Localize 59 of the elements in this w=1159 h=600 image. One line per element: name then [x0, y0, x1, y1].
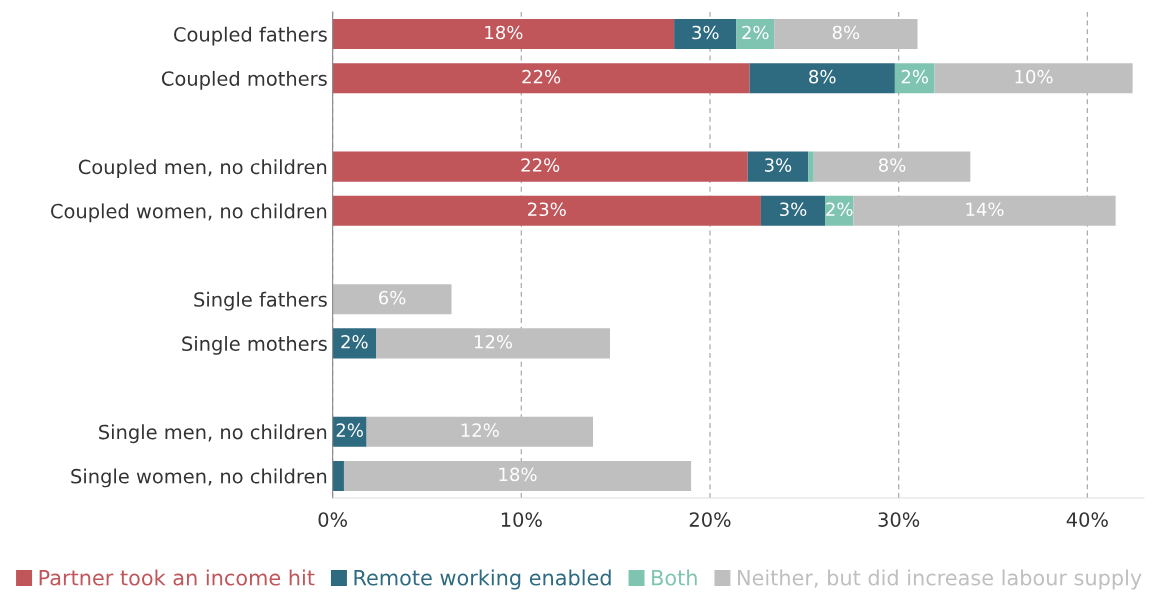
bar — [774, 19, 918, 50]
bar — [332, 460, 344, 491]
bar — [332, 284, 452, 315]
x-tick-label: 10% — [501, 512, 542, 527]
data-label: 2% — [826, 202, 853, 217]
bar — [674, 19, 737, 50]
data-label: 2% — [341, 334, 368, 349]
y-tick-label: Coupled men, no children — [78, 159, 327, 179]
bar — [736, 19, 775, 50]
data-label: 3% — [692, 25, 719, 40]
data-label: 3% — [780, 202, 807, 217]
data-label: 22% — [522, 69, 561, 84]
data-label: 22% — [521, 158, 560, 172]
bar — [934, 63, 1133, 94]
data-label: 8% — [809, 69, 836, 84]
y-tick-label: Coupled fathers — [174, 26, 327, 46]
bar — [747, 151, 809, 182]
bar — [853, 195, 1116, 226]
bar — [376, 328, 610, 359]
x-tick-label: 0% — [318, 512, 347, 527]
bar — [332, 151, 748, 182]
y-tick-label: Coupled mothers — [161, 70, 327, 90]
data-label: 12% — [474, 334, 513, 349]
bar — [343, 460, 692, 491]
data-label: 12% — [461, 423, 499, 437]
legend-label: Neither, but did increase labour supply — [738, 569, 1142, 590]
bar — [332, 195, 761, 226]
data-label: 23% — [528, 202, 566, 217]
bar — [760, 195, 826, 226]
bar — [813, 151, 971, 182]
legend-label: Both — [652, 569, 697, 586]
data-label: 8% — [878, 158, 906, 172]
y-tick-label: Coupled women, no children — [51, 203, 327, 223]
bar — [332, 328, 377, 359]
bar — [332, 63, 750, 94]
bar — [332, 19, 675, 50]
legend-label: Remote working enabled — [354, 569, 611, 590]
bar — [366, 416, 593, 447]
data-label: 18% — [499, 467, 537, 482]
data-label: 14% — [966, 202, 1004, 217]
data-label: 2% — [742, 25, 769, 40]
legend-label: Partner took an income hit — [39, 569, 315, 586]
data-label: 3% — [764, 158, 792, 172]
bar — [808, 151, 814, 182]
y-tick-label: Single men, no children — [99, 424, 327, 444]
x-tick-label: 40% — [1066, 512, 1108, 527]
data-label: 10% — [1015, 69, 1053, 84]
data-label: 2% — [336, 423, 363, 437]
bar — [749, 63, 895, 94]
x-tick-label: 30% — [878, 512, 920, 527]
bar — [894, 63, 935, 94]
data-label: 8% — [832, 25, 860, 40]
data-label: 18% — [485, 25, 523, 40]
y-tick-label: Single women, no children — [71, 468, 327, 488]
y-tick-label: Single fathers — [194, 291, 327, 311]
data-label: 2% — [901, 69, 929, 84]
y-tick-label: Single mothers — [182, 335, 327, 355]
data-label: 6% — [379, 290, 406, 305]
x-tick-label: 20% — [689, 512, 731, 527]
